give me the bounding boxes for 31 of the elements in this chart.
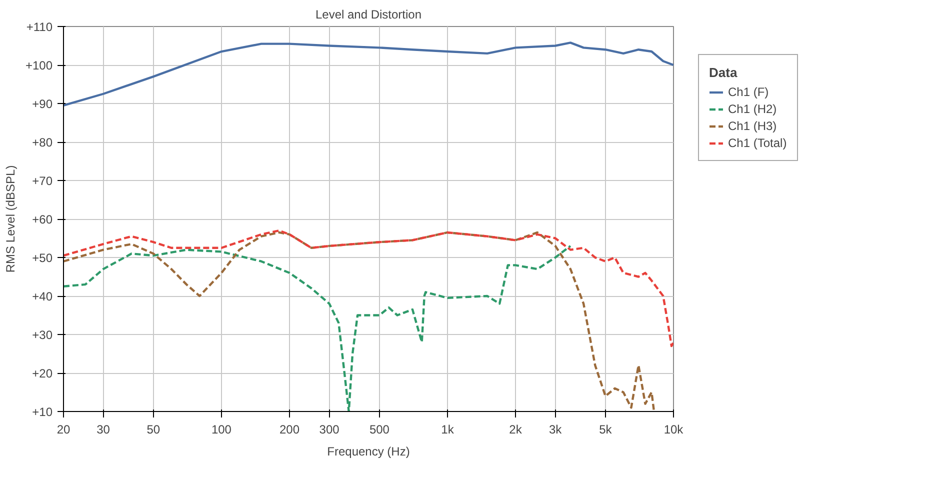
y-axis-title: RMS Level (dBSPL) bbox=[3, 165, 18, 273]
x-tick-label: 2k bbox=[509, 422, 523, 436]
x-axis-title: Frequency (Hz) bbox=[327, 444, 410, 458]
legend-label: Ch1 (F) bbox=[728, 85, 769, 99]
y-tick-label: +90 bbox=[32, 97, 53, 111]
x-tick-label: 50 bbox=[146, 422, 160, 436]
y-tick-label: +10 bbox=[32, 405, 53, 419]
y-tick-label: +70 bbox=[32, 174, 53, 188]
x-tick-label: 100 bbox=[211, 422, 232, 436]
x-tick-label: 300 bbox=[319, 422, 340, 436]
y-tick-label: +30 bbox=[32, 328, 53, 342]
legend-label: Ch1 (H2) bbox=[728, 102, 777, 116]
x-tick-label: 5k bbox=[599, 422, 613, 436]
legend-title: Data bbox=[709, 65, 738, 80]
x-tick-label: 30 bbox=[96, 422, 110, 436]
x-tick-label: 1k bbox=[441, 422, 455, 436]
x-tick-label: 20 bbox=[56, 422, 70, 436]
y-tick-label: +50 bbox=[32, 251, 53, 265]
x-tick-label: 10k bbox=[664, 422, 684, 436]
y-tick-label: +60 bbox=[32, 212, 53, 226]
y-tick-label: +20 bbox=[32, 366, 53, 380]
y-tick-label: +100 bbox=[25, 58, 53, 72]
legend-label: Ch1 (Total) bbox=[728, 136, 787, 150]
x-tick-label: 3k bbox=[548, 422, 563, 436]
x-tick-label: 500 bbox=[369, 422, 390, 436]
y-tick-label: +110 bbox=[26, 20, 53, 34]
chart-title: Level and Distortion bbox=[315, 8, 422, 22]
x-tick-label: 200 bbox=[280, 422, 300, 436]
y-tick-label: +40 bbox=[32, 290, 53, 304]
legend-label: Ch1 (H3) bbox=[728, 119, 777, 133]
y-tick-label: +80 bbox=[32, 136, 53, 150]
